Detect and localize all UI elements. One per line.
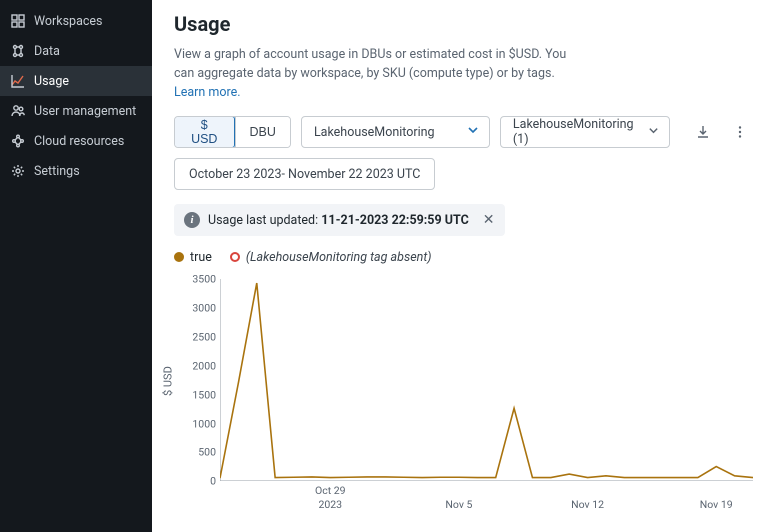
- page-title: Usage: [174, 12, 753, 36]
- sidebar-item-workspaces[interactable]: Workspaces: [0, 6, 152, 36]
- sidebar-item-label: Cloud resources: [34, 134, 124, 149]
- sidebar-item-label: Usage: [34, 74, 69, 89]
- legend-item-absent[interactable]: (LakehouseMonitoring tag absent): [230, 250, 432, 265]
- dropdown-value: LakehouseMonitoring (1): [513, 117, 638, 147]
- sidebar-item-cloud-resources[interactable]: Cloud resources: [0, 126, 152, 156]
- more-menu-button[interactable]: [726, 118, 753, 146]
- y-tick: 1500: [186, 388, 216, 401]
- cloud-icon: [10, 133, 26, 149]
- sidebar-item-label: Workspaces: [34, 14, 103, 29]
- usage-chart: $ USD 0500100015002000250030003500Oct 29…: [174, 271, 753, 521]
- y-tick: 2500: [186, 330, 216, 343]
- data-icon: [10, 43, 26, 59]
- legend-label: (LakehouseMonitoring tag absent): [246, 250, 432, 265]
- chart-legend: true (LakehouseMonitoring tag absent): [174, 250, 753, 265]
- sidebar-item-label: Data: [34, 44, 60, 59]
- sidebar-item-label: Settings: [34, 164, 80, 179]
- unit-dbu-button[interactable]: DBU: [235, 117, 290, 147]
- y-tick: 0: [186, 475, 216, 488]
- legend-item-true[interactable]: true: [174, 250, 212, 265]
- sidebar-item-settings[interactable]: Settings: [0, 156, 152, 186]
- x-tick: Nov 5: [445, 498, 472, 512]
- usage-icon: [10, 73, 26, 89]
- filter-dropdown-1[interactable]: LakehouseMonitoring: [301, 116, 490, 148]
- legend-ring: [230, 252, 240, 262]
- legend-label: true: [190, 250, 212, 265]
- y-tick: 2000: [186, 359, 216, 372]
- chart-svg: [220, 279, 753, 481]
- y-tick: 1000: [186, 417, 216, 430]
- learn-more-link[interactable]: Learn more.: [174, 85, 241, 100]
- unit-toggle: $ USD DBU: [174, 116, 291, 148]
- x-tick: Oct 292023: [315, 484, 346, 511]
- filter-dropdown-2[interactable]: LakehouseMonitoring (1): [500, 116, 670, 148]
- info-banner: i Usage last updated: 11-21-2023 22:59:5…: [174, 204, 505, 236]
- description-text: View a graph of account usage in DBUs or…: [174, 47, 566, 81]
- sidebar-item-label: User management: [34, 104, 136, 119]
- banner-text: Usage last updated: 11-21-2023 22:59:59 …: [208, 213, 469, 228]
- close-icon[interactable]: ✕: [483, 212, 495, 228]
- sidebar-item-data[interactable]: Data: [0, 36, 152, 66]
- y-tick: 3000: [186, 302, 216, 315]
- date-range-picker[interactable]: October 23 2023- November 22 2023 UTC: [174, 158, 435, 190]
- chevron-down-icon: [648, 125, 659, 140]
- page-description: View a graph of account usage in DBUs or…: [174, 46, 574, 102]
- info-icon: i: [184, 212, 200, 228]
- sidebar-item-usage[interactable]: Usage: [0, 66, 152, 96]
- y-axis-label: $ USD: [162, 366, 175, 396]
- workspaces-icon: [10, 13, 26, 29]
- dropdown-value: LakehouseMonitoring: [314, 125, 457, 140]
- x-tick: Nov 12: [571, 498, 604, 512]
- main-content: Usage View a graph of account usage in D…: [152, 0, 773, 532]
- sidebar: Workspaces Data Usage User management Cl…: [0, 0, 152, 532]
- users-icon: [10, 103, 26, 119]
- download-button[interactable]: [690, 118, 717, 146]
- sidebar-item-user-management[interactable]: User management: [0, 96, 152, 126]
- y-tick: 500: [186, 446, 216, 459]
- date-range-value: October 23 2023- November 22 2023 UTC: [189, 167, 420, 182]
- y-tick: 3500: [186, 273, 216, 286]
- gear-icon: [10, 163, 26, 179]
- x-tick: Nov 19: [700, 498, 733, 512]
- legend-dot: [174, 252, 184, 262]
- chevron-down-icon: [467, 124, 479, 140]
- unit-usd-button[interactable]: $ USD: [174, 116, 235, 148]
- controls-row: $ USD DBU LakehouseMonitoring LakehouseM…: [174, 116, 753, 148]
